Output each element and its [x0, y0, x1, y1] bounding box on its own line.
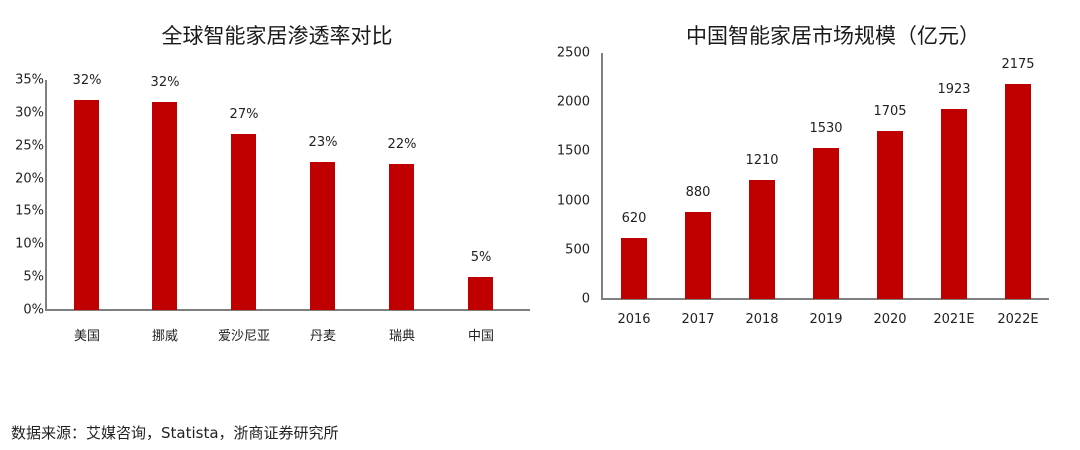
y-tick: 1000 [556, 193, 590, 209]
chart-title: 中国智能家居市场规模（亿元） [686, 24, 980, 48]
data-label: 1210 [745, 153, 779, 168]
bar-china [468, 277, 493, 310]
y-tick: 15% [15, 203, 44, 219]
y-tick: 20% [15, 171, 44, 187]
y-axis [45, 80, 47, 311]
y-tick: 0% [23, 302, 44, 318]
data-label: 27% [229, 107, 259, 122]
data-label: 22% [387, 137, 417, 152]
data-label: 1923 [937, 82, 971, 97]
x-category: 2016 [617, 312, 651, 327]
x-category: 2021E [933, 312, 975, 327]
bar-denmark [310, 162, 335, 310]
y-tick: 500 [565, 242, 590, 258]
x-axis [45, 309, 530, 311]
x-category: 2018 [745, 312, 779, 327]
y-tick: 2500 [556, 45, 590, 61]
data-label: 2175 [1001, 57, 1035, 72]
bar-2019 [813, 148, 839, 299]
x-axis [601, 298, 1049, 300]
bar-sweden [389, 164, 414, 310]
x-category: 2022E [997, 312, 1039, 327]
bar-norway [152, 102, 177, 310]
x-category: 美国 [73, 329, 100, 344]
x-category: 挪威 [151, 329, 178, 344]
data-label: 23% [308, 135, 338, 150]
bar-estonia [231, 134, 256, 310]
data-label: 1530 [809, 121, 843, 136]
y-axis [601, 53, 603, 300]
y-tick: 0 [581, 291, 590, 307]
bar-2022e [1005, 84, 1031, 299]
bar-2020 [877, 131, 903, 299]
data-label: 620 [621, 211, 647, 226]
y-tick: 2000 [556, 94, 590, 110]
y-tick: 35% [15, 72, 44, 88]
x-category: 2019 [809, 312, 843, 327]
x-category: 瑞典 [388, 329, 415, 344]
chart-title: 全球智能家居渗透率对比 [161, 24, 393, 48]
data-label: 5% [470, 250, 492, 265]
x-category: 2020 [873, 312, 907, 327]
y-tick: 25% [15, 138, 44, 154]
bar-usa [74, 100, 99, 310]
y-tick: 10% [15, 236, 44, 252]
bar-2018 [749, 180, 775, 299]
y-tick: 1500 [556, 143, 590, 159]
x-category: 2017 [681, 312, 715, 327]
y-tick: 5% [23, 269, 44, 285]
bar-2021e [941, 109, 967, 299]
bar-2016 [621, 238, 647, 299]
x-category: 爱沙尼亚 [217, 329, 270, 344]
data-label: 32% [150, 75, 180, 90]
data-label: 880 [685, 185, 711, 200]
data-source-note: 数据来源：艾媒咨询，Statista，浙商证券研究所 [11, 424, 339, 442]
y-tick: 30% [15, 105, 44, 121]
data-label: 1705 [873, 104, 907, 119]
x-category: 中国 [467, 329, 494, 344]
x-category: 丹麦 [309, 329, 336, 344]
bar-2017 [685, 212, 711, 299]
data-label: 32% [72, 73, 102, 88]
